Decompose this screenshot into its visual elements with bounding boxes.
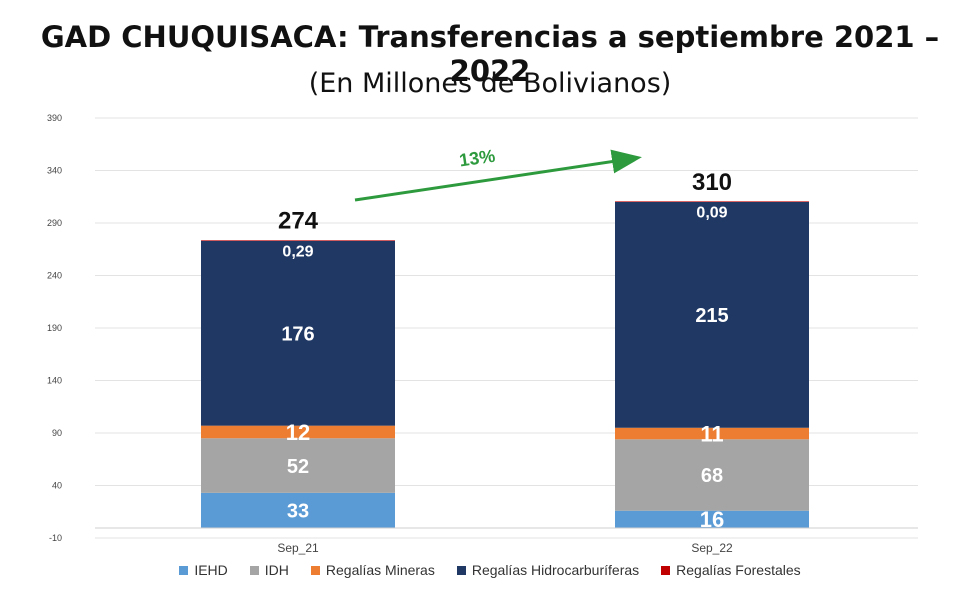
legend-item: IDH xyxy=(249,562,289,578)
bar-segment xyxy=(201,240,395,426)
bar-segment xyxy=(615,427,809,440)
legend-swatch xyxy=(249,565,259,575)
legend-item: Regalías Mineras xyxy=(310,562,435,578)
bar-total-label: 274 xyxy=(278,208,319,235)
chart-subtitle: (En Millones de Bolivianos) xyxy=(308,68,672,99)
legend-label: Regalías Hidrocarburíferas xyxy=(471,562,640,578)
legend-swatch xyxy=(179,565,189,575)
legend-label: IEHD xyxy=(194,562,228,578)
legend-label: IDH xyxy=(264,562,289,578)
chart-plot: 390 340 290 240 190 140 90 40 -10 33 52 12 176 0,29 2… xyxy=(47,113,918,555)
bar-segment xyxy=(615,202,809,428)
bar-segment xyxy=(201,425,395,439)
segment-value-label: 16 xyxy=(700,507,724,532)
segment-value-label: 12 xyxy=(286,420,310,445)
segment-value-label: 11 xyxy=(700,421,723,446)
y-tick-label: 390 xyxy=(47,113,62,123)
legend-item: IEHD xyxy=(179,562,228,578)
chart-title: GAD CHUQUISACA: Transferencias a septiem… xyxy=(40,20,940,88)
segment-value-label: 176 xyxy=(281,323,314,345)
y-tick-label: 290 xyxy=(47,218,62,228)
y-tick-label: 190 xyxy=(47,323,62,333)
bar-segment xyxy=(201,492,395,528)
y-tick-label: 40 xyxy=(52,481,62,491)
legend-swatch xyxy=(661,565,671,575)
chart-legend: IEHD IDH Regalías Mineras Regalías Hidrocar… xyxy=(0,562,980,578)
growth-arrow xyxy=(354,149,642,202)
segment-value-label: 0,09 xyxy=(696,204,727,221)
bar-total-label: 310 xyxy=(692,169,732,196)
legend-label: Regalías Forestales xyxy=(676,562,801,578)
x-category-label: Sep_22 xyxy=(691,541,733,555)
y-tick-label: 90 xyxy=(52,428,62,438)
bar-segment xyxy=(615,201,809,202)
legend-item: Regalías Forestales xyxy=(661,562,801,578)
segment-value-label: 52 xyxy=(287,456,309,478)
x-category-label: Sep_21 xyxy=(277,541,319,555)
growth-label: 13% xyxy=(458,146,496,171)
bar-segment xyxy=(615,439,809,511)
y-tick-label: 240 xyxy=(47,271,62,281)
y-tick-label: 340 xyxy=(47,166,62,176)
legend-label: Regalías Mineras xyxy=(325,562,435,578)
legend-swatch xyxy=(456,565,466,575)
segment-value-label: 0,29 xyxy=(282,243,313,260)
y-tick-label: 140 xyxy=(47,376,62,386)
y-tick-label: -10 xyxy=(49,533,62,543)
bar-segment xyxy=(201,240,395,241)
segment-value-label: 215 xyxy=(695,305,728,327)
bar-segment xyxy=(615,510,809,528)
legend-swatch xyxy=(310,565,320,575)
bar-segment xyxy=(201,438,395,493)
segment-value-label: 33 xyxy=(287,500,309,522)
legend-item: Regalías Hidrocarburíferas xyxy=(456,562,640,578)
segment-value-label: 68 xyxy=(701,465,723,487)
